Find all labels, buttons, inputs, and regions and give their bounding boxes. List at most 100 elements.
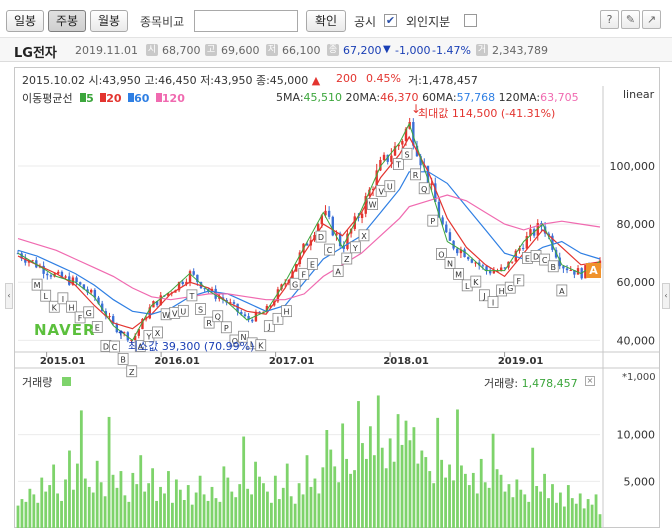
event-marker-box	[281, 305, 292, 318]
stock-low: 66,100	[282, 44, 321, 57]
volume-bar	[341, 423, 345, 528]
ohlc-readout: 2015.10.02 시:43,950 고:46,450 저:43,950 종:…	[22, 72, 320, 88]
volume-bar	[475, 493, 479, 528]
event-marker-box	[298, 267, 310, 280]
stock-volume: 2,343,789	[492, 44, 548, 57]
volume-bar	[555, 502, 558, 528]
min-arrow-icon: ↑	[116, 328, 127, 342]
max-arrow-icon: ↓	[411, 102, 422, 116]
eraser-icon[interactable]: ✎	[621, 10, 640, 29]
event-marker: F	[298, 267, 310, 280]
volume-bar	[523, 494, 527, 528]
event-marker: I	[57, 292, 69, 305]
event-marker: E	[306, 258, 318, 270]
weekly-period-button[interactable]: 주봉	[48, 10, 86, 32]
volume-bar	[353, 470, 356, 528]
ma5-swatch	[80, 93, 87, 102]
event-marker-letter: P	[430, 217, 435, 226]
event-marker: C	[324, 243, 335, 256]
candle-body	[518, 247, 521, 251]
candle-body	[525, 236, 528, 249]
price-y-tick: 40,000	[617, 334, 656, 347]
close-volume-panel-icon[interactable]: ×	[585, 376, 595, 386]
confirm-button[interactable]: 확인	[306, 10, 346, 32]
volume-bar	[594, 494, 598, 528]
foreign-ownership-checkbox[interactable]	[464, 14, 477, 27]
event-marker-box	[57, 292, 69, 305]
event-marker-box	[272, 312, 284, 325]
event-marker: Q	[418, 182, 430, 195]
event-marker: F	[513, 274, 525, 287]
event-marker: M	[31, 278, 43, 291]
event-marker-letter: N	[447, 260, 453, 269]
latest-badge[interactable]: A	[586, 263, 601, 278]
volume-bar	[127, 501, 131, 528]
low-icon: 저	[266, 44, 278, 56]
event-marker: K	[470, 275, 482, 288]
ma120-value: 63,705	[540, 91, 579, 104]
disclosure-checkbox[interactable]: ✔	[384, 14, 397, 27]
candle-body	[573, 270, 576, 275]
event-marker-letter: L	[465, 282, 470, 291]
event-marker-box	[126, 365, 138, 378]
event-marker-box	[427, 214, 439, 227]
monthly-period-button[interactable]: 월봉	[90, 10, 128, 32]
candle-body	[155, 301, 159, 306]
ohlc-open-label: 시:	[88, 74, 103, 87]
volume-bar	[515, 479, 519, 528]
candle-body	[496, 270, 499, 272]
event-marker-letter: K	[473, 278, 479, 287]
volume-bar	[60, 500, 63, 528]
ma20-swatch	[100, 93, 107, 102]
volume-bar	[376, 395, 380, 528]
event-marker-box	[31, 278, 43, 291]
compare-input[interactable]	[194, 10, 298, 32]
event-marker: S	[401, 147, 413, 160]
volume-bar	[547, 498, 550, 528]
candle-body	[401, 141, 404, 145]
event-marker-box	[109, 340, 120, 353]
event-marker-letter: J	[482, 292, 485, 301]
scale-type-toggle[interactable]: linear	[623, 88, 655, 101]
event-marker-letter: Z	[129, 368, 135, 377]
stock-change: -1,000	[395, 44, 431, 57]
candle-body	[503, 267, 507, 269]
candle-body	[130, 340, 133, 342]
chart-area[interactable]	[14, 67, 660, 528]
volume-bar	[190, 504, 194, 528]
candle-body	[185, 281, 188, 285]
event-marker: M	[453, 268, 465, 280]
candle-body	[445, 224, 448, 233]
candle-body	[133, 335, 137, 341]
volume-bar	[590, 504, 594, 528]
ma-legend[interactable]: 이동평균선 5 20 60 120	[22, 90, 185, 106]
volume-bar	[503, 491, 507, 528]
volume-bar	[598, 514, 602, 528]
daily-period-button[interactable]: 일봉	[6, 10, 44, 32]
candle-body	[119, 332, 122, 334]
volume-bar	[68, 450, 71, 528]
event-marker: Z	[126, 365, 138, 378]
candle-body	[456, 248, 459, 254]
event-marker-box	[539, 253, 551, 266]
pin-icon[interactable]: ?	[600, 10, 619, 29]
ohlc-date: 2015.10.02	[22, 74, 85, 87]
event-marker-box	[66, 300, 77, 313]
event-marker-box	[152, 326, 163, 339]
volume-bar	[250, 494, 253, 528]
trend-icon[interactable]: ↗	[642, 10, 661, 29]
candle-body	[558, 257, 561, 267]
volume-bar	[218, 501, 222, 528]
candle-body	[203, 288, 206, 290]
volume-bar	[456, 409, 459, 528]
volume-bar	[471, 472, 475, 528]
volume-bar	[194, 492, 198, 528]
volume-bar	[440, 459, 444, 528]
collapse-left-handle[interactable]: ‹	[5, 283, 13, 309]
volume-bar	[562, 506, 566, 528]
candle-body	[499, 267, 503, 271]
volume-bar	[559, 492, 562, 528]
volume-bar	[424, 457, 428, 528]
event-marker-box	[547, 260, 559, 273]
collapse-right-handle[interactable]: ‹	[662, 283, 670, 309]
